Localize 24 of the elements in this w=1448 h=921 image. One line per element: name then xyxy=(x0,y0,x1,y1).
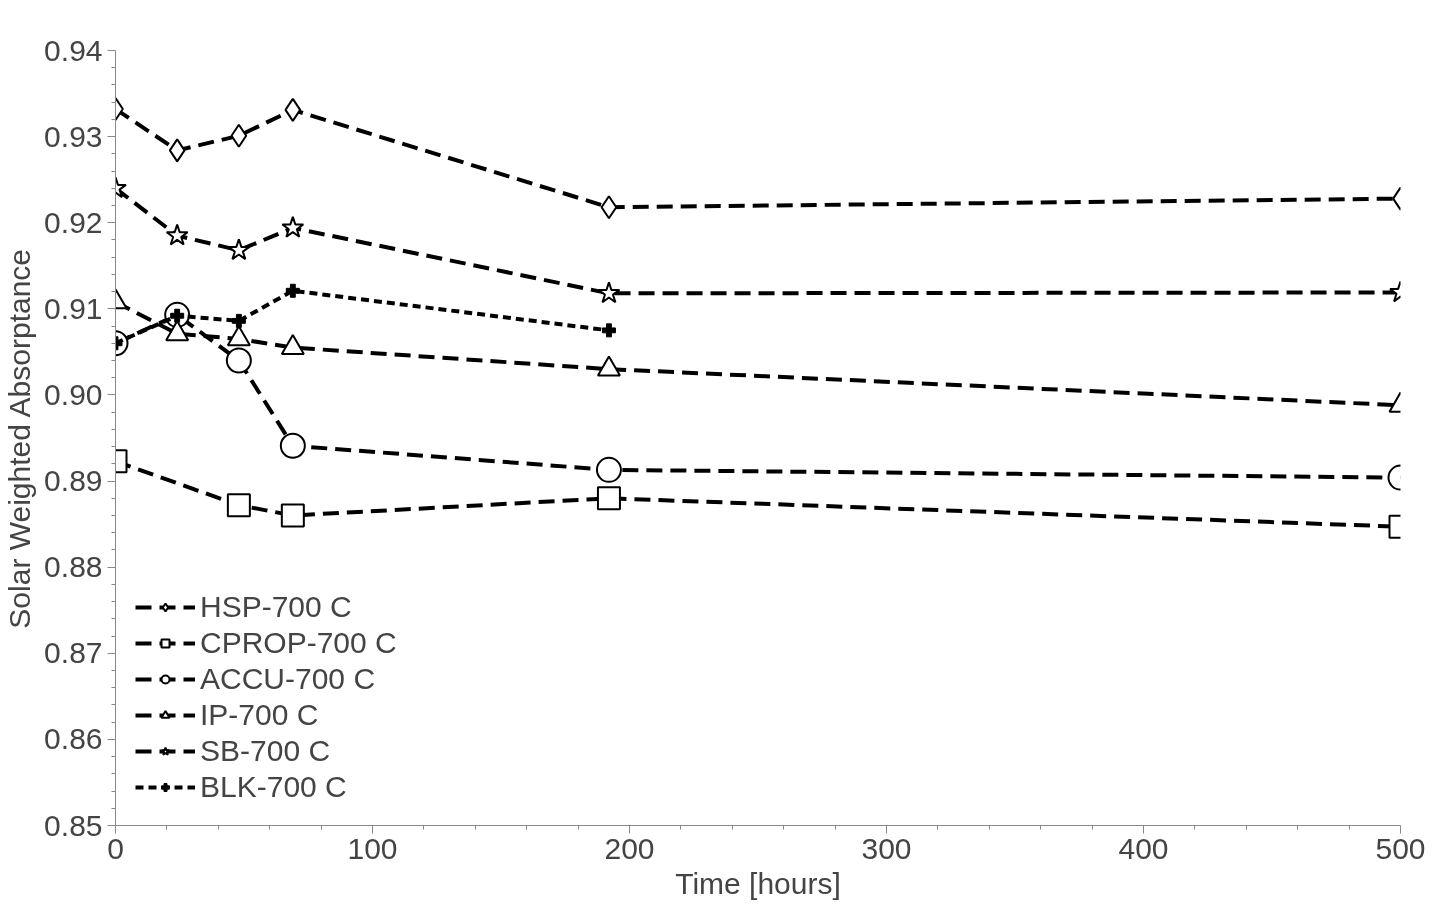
legend-label: HSP-700 C xyxy=(200,589,352,625)
x-tick-label: 0 xyxy=(107,831,124,865)
y-tick-label: 0.90 xyxy=(44,377,103,411)
legend-label: SB-700 C xyxy=(200,733,331,769)
x-tick-label: 500 xyxy=(1375,831,1426,865)
x-tick-label: 200 xyxy=(604,831,655,865)
x-axis-title: Time [hours] xyxy=(675,866,841,900)
x-tick-label: 400 xyxy=(1118,831,1169,865)
x-tick-label: 100 xyxy=(347,831,398,865)
legend-label: ACCU-700 C xyxy=(200,661,376,697)
legend-label: IP-700 C xyxy=(200,697,319,733)
y-tick-label: 0.87 xyxy=(44,636,103,670)
legend-label: BLK-700 C xyxy=(200,769,347,805)
y-axis-title: Solar Weighted Absorptance xyxy=(3,248,37,629)
y-tick-label: 0.89 xyxy=(44,464,103,498)
legend-label: CPROP-700 C xyxy=(200,625,397,661)
y-tick-label: 0.86 xyxy=(44,722,103,756)
y-tick-label: 0.85 xyxy=(44,808,103,842)
y-tick-label: 0.94 xyxy=(44,33,103,67)
y-tick-label: 0.93 xyxy=(44,119,103,153)
y-tick-label: 0.92 xyxy=(44,205,103,239)
x-tick-label: 300 xyxy=(861,831,912,865)
y-tick-label: 0.91 xyxy=(44,291,103,325)
y-tick-label: 0.88 xyxy=(44,550,103,584)
